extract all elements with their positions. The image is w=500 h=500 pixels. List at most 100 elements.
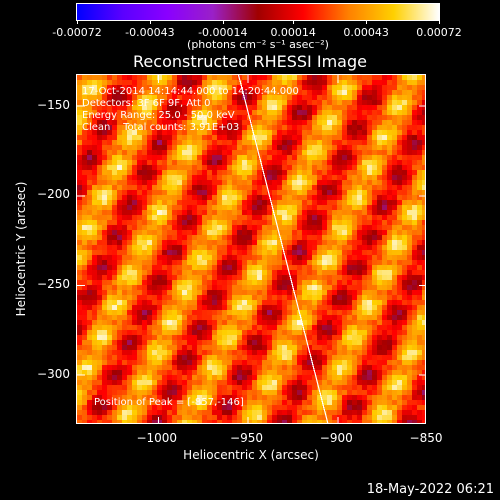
heatmap-cell: [397, 415, 402, 420]
heatmap-cell: [352, 350, 357, 355]
heatmap-cell: [237, 275, 242, 280]
heatmap-cell: [122, 280, 127, 285]
heatmap-cell: [272, 90, 277, 95]
heatmap-cell: [92, 405, 97, 410]
heatmap-cell: [412, 105, 417, 110]
heatmap-cell: [107, 420, 112, 423]
heatmap-cell: [177, 325, 182, 330]
heatmap-cell: [267, 120, 272, 125]
heatmap-cell: [172, 325, 177, 330]
heatmap-cell: [207, 220, 212, 225]
heatmap-cell: [107, 180, 112, 185]
heatmap-cell: [317, 75, 322, 80]
heatmap-cell: [372, 385, 377, 390]
heatmap-cell: [392, 190, 397, 195]
heatmap-cell: [177, 340, 182, 345]
heatmap-cell: [217, 180, 222, 185]
heatmap-cell: [207, 340, 212, 345]
heatmap-cell: [317, 345, 322, 350]
heatmap-cell: [317, 305, 322, 310]
heatmap-cell: [257, 300, 262, 305]
heatmap-cell: [217, 260, 222, 265]
heatmap-cell: [417, 340, 422, 345]
heatmap-cell: [102, 245, 107, 250]
heatmap-cell: [77, 310, 82, 315]
heatmap-cell: [322, 130, 327, 135]
heatmap-cell: [312, 415, 317, 420]
heatmap-cell: [222, 125, 227, 130]
heatmap-cell: [252, 175, 257, 180]
heatmap-cell: [342, 280, 347, 285]
heatmap-cell: [367, 395, 372, 400]
heatmap-cell: [197, 280, 202, 285]
heatmap-cell: [287, 300, 292, 305]
heatmap-cell: [382, 255, 387, 260]
heatmap-cell: [392, 400, 397, 405]
heatmap-cell: [127, 190, 132, 195]
heatmap-cell: [77, 335, 82, 340]
heatmap-cell: [377, 370, 382, 375]
heatmap-cell: [122, 135, 127, 140]
heatmap-cell: [402, 300, 407, 305]
heatmap-cell: [82, 75, 87, 80]
heatmap-cell: [207, 260, 212, 265]
heatmap-cell: [162, 300, 167, 305]
heatmap-cell: [162, 180, 167, 185]
heatmap-cell: [282, 130, 287, 135]
heatmap-cell: [87, 400, 92, 405]
heatmap-cell: [247, 300, 252, 305]
heatmap-cell: [312, 350, 317, 355]
heatmap-cell: [147, 275, 152, 280]
heatmap-cell: [112, 240, 117, 245]
heatmap-cell: [337, 165, 342, 170]
heatmap-cell: [272, 120, 277, 125]
heatmap-cell: [162, 310, 167, 315]
heatmap-cell: [122, 195, 127, 200]
heatmap-cell: [327, 240, 332, 245]
heatmap-cell: [87, 310, 92, 315]
heatmap-cell: [157, 125, 162, 130]
heatmap-cell: [397, 320, 402, 325]
heatmap-cell: [77, 155, 82, 160]
heatmap-cell: [382, 225, 387, 230]
heatmap-cell: [312, 295, 317, 300]
heatmap-cell: [282, 405, 287, 410]
heatmap-cell: [417, 345, 422, 350]
heatmap-cell: [202, 100, 207, 105]
heatmap-cell: [402, 80, 407, 85]
heatmap-cell: [77, 215, 82, 220]
heatmap-cell: [267, 135, 272, 140]
heatmap-cell: [422, 135, 425, 140]
heatmap-cell: [92, 360, 97, 365]
heatmap-cell: [302, 130, 307, 135]
heatmap-cell: [102, 105, 107, 110]
heatmap-cell: [217, 280, 222, 285]
heatmap-cell: [412, 175, 417, 180]
heatmap-cell: [327, 225, 332, 230]
heatmap-cell: [247, 380, 252, 385]
heatmap-cell: [382, 305, 387, 310]
heatmap-cell: [127, 405, 132, 410]
heatmap-cell: [332, 335, 337, 340]
heatmap-cell: [232, 200, 237, 205]
heatmap-cell: [212, 130, 217, 135]
heatmap-cell: [187, 260, 192, 265]
heatmap-cell: [207, 350, 212, 355]
heatmap-cell: [412, 400, 417, 405]
heatmap-cell: [152, 255, 157, 260]
heatmap-cell: [237, 390, 242, 395]
heatmap-cell: [252, 105, 257, 110]
heatmap-cell: [387, 330, 392, 335]
heatmap-cell: [177, 305, 182, 310]
heatmap-cell: [127, 200, 132, 205]
heatmap-cell: [282, 270, 287, 275]
heatmap-cell: [162, 290, 167, 295]
heatmap-cell: [137, 360, 142, 365]
heatmap-cell: [172, 80, 177, 85]
heatmap-cell: [102, 405, 107, 410]
heatmap-cell: [372, 90, 377, 95]
heatmap-cell: [212, 100, 217, 105]
heatmap-cell: [337, 395, 342, 400]
heatmap-cell: [317, 410, 322, 415]
heatmap-cell: [282, 245, 287, 250]
